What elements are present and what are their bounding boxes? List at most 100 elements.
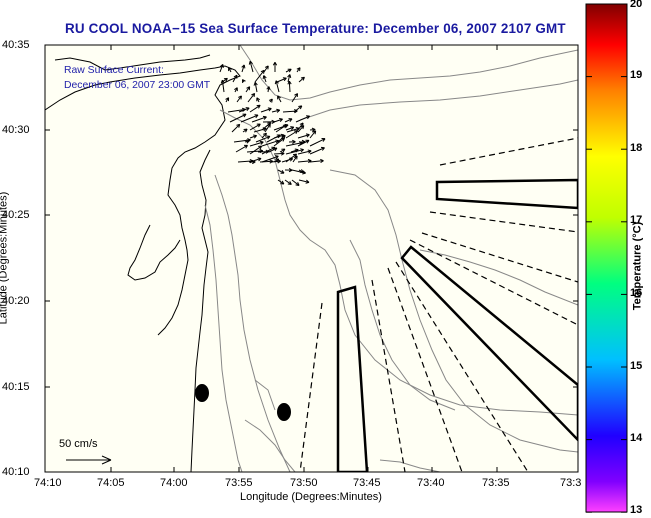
current-vector [297, 122, 304, 131]
current-vector [309, 130, 317, 139]
current-vector [242, 128, 248, 133]
barrier-island [127, 224, 181, 281]
current-vector [261, 146, 276, 155]
surface-current-vectors [219, 60, 326, 186]
current-vector [273, 133, 285, 139]
current-vector [285, 148, 304, 155]
current-vector [251, 115, 267, 123]
colorbar-tick-label: 14 [630, 432, 643, 444]
current-vector [268, 98, 273, 103]
colorbar-label: Temperature (°C) [631, 221, 644, 311]
current-vector [260, 107, 272, 113]
current-vector [238, 107, 250, 113]
dashed-rays [299, 137, 578, 472]
current-vector [249, 123, 261, 131]
y-tick-label: 40:15 [2, 381, 30, 393]
current-vector [273, 118, 283, 123]
y-tick-label: 40:25 [2, 209, 30, 221]
bay-shore [54, 54, 211, 71]
current-vector [235, 144, 248, 153]
current-vector [291, 93, 299, 103]
colorbar-tick-label: 16 [630, 287, 643, 299]
current-vector [309, 158, 324, 164]
current-vector [277, 179, 285, 185]
colorbar-tick-label: 15 [630, 360, 643, 372]
current-vector [309, 127, 316, 132]
current-vector [293, 105, 303, 113]
current-vector [284, 179, 292, 185]
current-vector [261, 132, 267, 139]
plot-frame [44, 44, 579, 473]
current-vector [261, 139, 280, 147]
current-vector [241, 64, 246, 73]
x-tick-label: 73:35 [482, 477, 510, 489]
current-vector [241, 79, 246, 84]
y-tick-label: 40:20 [2, 295, 30, 307]
current-vector [279, 148, 286, 153]
scale-arrow [66, 455, 112, 465]
current-vector [273, 158, 280, 163]
coastline [45, 65, 241, 336]
current-vector [266, 86, 271, 93]
current-vector [249, 140, 264, 147]
transect-boxes [336, 178, 578, 472]
plot-area [45, 45, 578, 472]
current-vector [285, 68, 292, 73]
current-vector [248, 60, 254, 73]
current-label: Raw Surface Current: [64, 65, 164, 76]
colorbar-ticks [586, 3, 627, 513]
current-vector [277, 169, 285, 174]
buoy-marker [195, 384, 209, 402]
colorbar-tick-label: 20 [630, 0, 643, 10]
current-vector [262, 75, 267, 83]
current-vector [255, 135, 271, 143]
current-vector [309, 138, 326, 147]
colorbar-tick-label: 13 [630, 504, 643, 516]
current-vector [247, 93, 256, 103]
x-tick-label: 73:55 [225, 477, 253, 489]
current-vector [284, 118, 293, 123]
current-vector [273, 123, 289, 131]
x-tick-label: 73:40 [417, 477, 445, 489]
x-tick-label: 74:00 [160, 477, 188, 489]
x-tick-label: 74:05 [97, 477, 125, 489]
current-vector [261, 155, 279, 163]
y-axis-label: Latitude (Degrees:Minutes) [0, 191, 10, 325]
current-vector [225, 97, 230, 103]
current-vector [274, 80, 280, 93]
buoy-marker [277, 403, 291, 421]
current-vector [220, 79, 225, 93]
figure-title: RU COOL NOAA−15 Sea Surface Temperature:… [65, 21, 566, 36]
current-vector [263, 65, 269, 73]
current-vector [273, 137, 285, 147]
current-vector [254, 69, 265, 83]
current-vector [219, 64, 224, 73]
current-vector [276, 77, 287, 83]
x-tick-label: 73:45 [353, 477, 381, 489]
current-vector [296, 67, 301, 73]
x-tick-label: 73:3 [560, 477, 582, 489]
coastline-inner [190, 149, 211, 472]
current-vector [253, 81, 258, 93]
current-vector [277, 95, 282, 103]
current-vector [287, 74, 292, 83]
y-tick-label: 40:35 [2, 39, 30, 51]
y-tick-label: 40:30 [2, 124, 30, 136]
colorbar-tick-label: 19 [630, 69, 643, 81]
current-vector [234, 87, 238, 93]
current-vector [285, 153, 297, 163]
current-vector [298, 179, 310, 184]
current-vector [285, 126, 295, 131]
current-vector [287, 80, 292, 93]
x-tick-label: 74:10 [34, 477, 62, 489]
current-vector [261, 122, 272, 131]
current-vector [271, 108, 281, 113]
current-vector [273, 151, 285, 156]
current-vector [249, 157, 262, 163]
current-vector [232, 74, 238, 83]
current-vector [249, 104, 261, 113]
current-vector [285, 130, 298, 139]
x-axis-label: Longitude (Degrees:Minutes) [240, 491, 382, 503]
